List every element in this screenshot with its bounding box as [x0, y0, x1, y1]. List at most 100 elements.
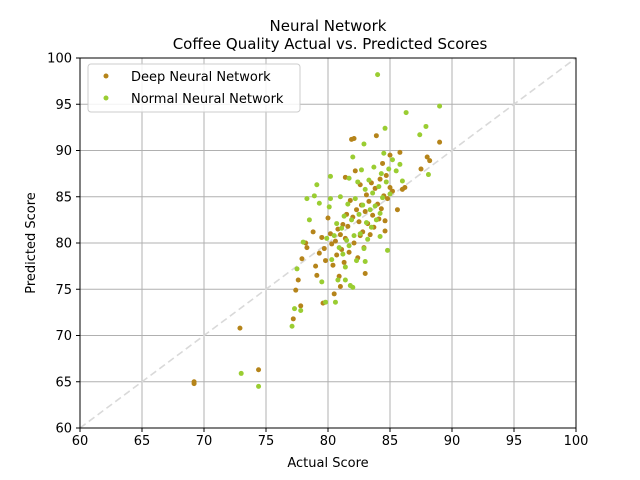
point-normal — [386, 166, 392, 172]
y-tick-label: 85 — [55, 190, 72, 205]
point-normal — [352, 196, 358, 202]
chart-title: Neural Network — [270, 17, 387, 35]
point-deep — [319, 234, 325, 240]
y-tick-label: 70 — [55, 329, 72, 344]
point-normal — [336, 245, 342, 251]
point-deep — [347, 197, 353, 203]
point-normal — [373, 217, 379, 223]
point-normal — [314, 182, 320, 188]
point-deep — [397, 149, 403, 155]
point-deep — [362, 271, 368, 277]
point-normal — [316, 200, 322, 206]
point-deep — [418, 166, 424, 172]
point-deep — [367, 232, 373, 238]
point-normal — [361, 141, 367, 147]
point-deep — [337, 283, 343, 289]
point-normal — [366, 177, 372, 183]
point-normal — [376, 184, 382, 190]
point-deep — [402, 185, 408, 190]
point-normal — [327, 196, 333, 202]
point-normal — [437, 103, 443, 109]
point-deep — [387, 152, 393, 158]
point-normal — [423, 123, 429, 129]
legend-label-deep: Deep Neural Network — [131, 70, 271, 85]
x-tick-label: 85 — [382, 434, 399, 449]
point-deep — [345, 223, 351, 229]
point-deep — [366, 198, 372, 204]
y-tick-label: 100 — [47, 52, 72, 67]
point-normal — [304, 196, 310, 202]
point-deep — [332, 238, 338, 244]
point-deep — [380, 160, 386, 166]
point-deep — [385, 196, 391, 202]
point-deep — [378, 206, 384, 212]
point-normal — [341, 213, 347, 219]
point-normal — [362, 186, 368, 192]
y-axis-label: Predicted Score — [24, 192, 39, 294]
identity-reference-line — [79, 57, 577, 429]
point-normal — [360, 202, 366, 208]
point-deep — [327, 231, 333, 237]
point-normal — [371, 164, 377, 170]
point-normal — [351, 233, 357, 239]
point-deep — [383, 172, 389, 178]
point-normal — [324, 235, 330, 241]
point-deep — [298, 303, 304, 309]
point-normal — [397, 161, 403, 167]
point-normal — [342, 277, 348, 283]
x-tick-label: 70 — [196, 434, 213, 449]
point-normal — [382, 125, 388, 131]
point-deep — [191, 381, 197, 387]
point-normal — [349, 217, 355, 223]
point-normal — [319, 279, 325, 285]
point-deep — [341, 259, 347, 265]
point-normal — [289, 323, 295, 329]
point-normal — [340, 251, 346, 257]
reference-line-layer — [79, 57, 577, 429]
point-normal — [342, 264, 348, 270]
point-deep — [329, 241, 335, 247]
point-normal — [238, 370, 244, 376]
x-tick-label: 100 — [564, 434, 589, 449]
point-normal — [350, 154, 356, 160]
legend-marker-deep — [103, 73, 109, 79]
point-deep — [321, 246, 327, 252]
point-normal — [399, 178, 405, 184]
legend-label-normal: Normal Neural Network — [131, 92, 284, 107]
point-normal — [292, 306, 298, 312]
point-normal — [306, 217, 312, 223]
point-deep — [237, 325, 243, 331]
point-normal — [377, 210, 383, 216]
point-deep — [427, 158, 433, 164]
point-deep — [370, 212, 376, 218]
point-normal — [368, 224, 374, 230]
axis-ticks: 60 65 70 75 80 85 90 95 100 60 65 70 75 80 85 90 95 100 — [47, 52, 588, 450]
point-normal — [350, 284, 356, 290]
point-normal — [344, 237, 350, 243]
point-normal — [323, 299, 329, 305]
legend-box — [87, 63, 301, 113]
y-tick-label: 60 — [55, 422, 72, 437]
point-normal — [365, 236, 371, 242]
point-deep — [337, 232, 343, 238]
y-tick-label: 90 — [55, 144, 72, 159]
point-normal — [357, 231, 363, 237]
point-normal — [346, 175, 352, 181]
point-normal — [417, 132, 423, 138]
x-tick-label: 80 — [320, 434, 337, 449]
legend-marker-normal — [103, 95, 109, 101]
point-deep — [352, 168, 358, 174]
x-axis-label: Actual Score — [287, 456, 368, 471]
point-deep — [330, 262, 336, 268]
point-deep — [362, 209, 368, 215]
point-normal — [329, 257, 335, 263]
point-normal — [356, 211, 362, 217]
chart-subtitle: Coffee Quality Actual vs. Predicted Scor… — [173, 35, 488, 53]
point-deep — [293, 287, 299, 293]
point-normal — [385, 247, 391, 253]
y-tick-label: 80 — [55, 237, 72, 252]
point-normal — [339, 225, 345, 231]
point-deep — [331, 291, 337, 297]
point-normal — [334, 221, 340, 227]
